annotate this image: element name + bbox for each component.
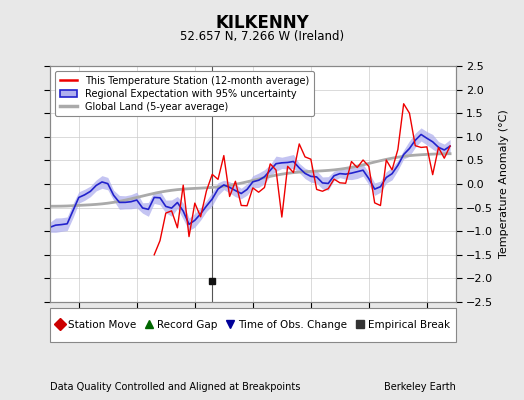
FancyBboxPatch shape [50,308,456,342]
Y-axis label: Temperature Anomaly (°C): Temperature Anomaly (°C) [499,110,509,258]
Text: Berkeley Earth: Berkeley Earth [384,382,456,392]
Legend: This Temperature Station (12-month average), Regional Expectation with 95% uncer: This Temperature Station (12-month avera… [54,71,314,116]
Text: Data Quality Controlled and Aligned at Breakpoints: Data Quality Controlled and Aligned at B… [50,382,300,392]
Text: KILKENNY: KILKENNY [215,14,309,32]
Text: 52.657 N, 7.266 W (Ireland): 52.657 N, 7.266 W (Ireland) [180,30,344,43]
Legend: Station Move, Record Gap, Time of Obs. Change, Empirical Break: Station Move, Record Gap, Time of Obs. C… [51,316,454,334]
